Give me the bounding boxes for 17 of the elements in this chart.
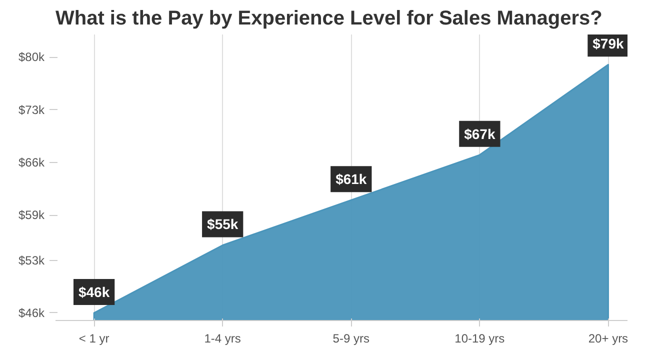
y-tick-label: $46k [18,306,46,320]
data-label: $46k [78,284,110,300]
y-tick-label: $66k [18,155,46,170]
chart-title: What is the Pay by Experience Level for Sales Managers? [56,8,602,30]
y-tick-label: $73k [18,102,46,117]
x-tick-label: 1-4 yrs [204,332,241,346]
x-tick-label: 20+ yrs [588,332,628,346]
data-label: $67k [464,126,496,142]
y-tick-label: $80k [18,50,46,64]
y-tick-label: $53k [18,253,46,268]
data-label: $61k [336,171,367,188]
x-tick-label: 10-19 yrs [454,332,505,346]
y-tick-label: $59k [18,208,46,222]
x-tick-label: < 1 yr [78,332,110,346]
data-label: $55k [207,216,238,232]
data-label: $79k [592,36,624,52]
x-tick-label: 5-9 yrs [332,332,370,346]
